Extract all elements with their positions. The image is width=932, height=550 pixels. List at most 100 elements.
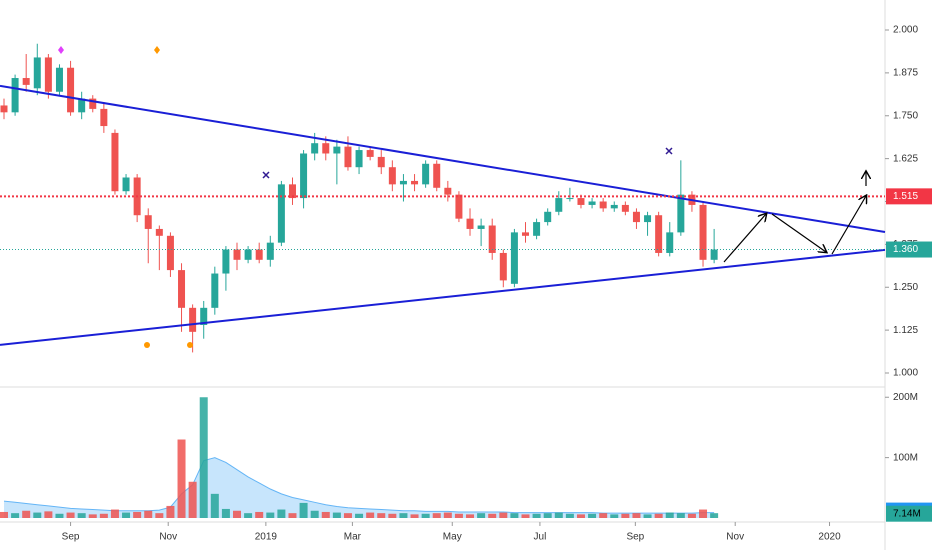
- candle-body: [399, 180, 407, 185]
- candle-body: [710, 249, 718, 260]
- volume-bar: [210, 493, 219, 518]
- volume-bar: [99, 513, 108, 518]
- volume-bar: [88, 514, 97, 518]
- volume-bar: [388, 513, 397, 518]
- candle-body: [122, 177, 130, 192]
- candle-body: [44, 57, 52, 92]
- candle-body: [677, 194, 685, 233]
- volume-bar: [332, 512, 341, 518]
- candle-body: [100, 108, 108, 127]
- y-tick-label: 100M: [893, 452, 918, 463]
- volume-bar: [355, 513, 364, 518]
- volume-bar: [166, 505, 175, 518]
- volume-bar: [643, 514, 652, 518]
- candle-body: [422, 163, 430, 185]
- candle-body: [366, 150, 374, 157]
- price-label: 1.360: [893, 244, 918, 255]
- candle-body: [222, 249, 230, 274]
- candle-body: [644, 215, 652, 223]
- y-tick-label: 200M: [893, 392, 918, 403]
- volume-bar: [255, 511, 264, 518]
- candle-body: [521, 232, 529, 236]
- volume-bar: [277, 509, 286, 518]
- candle-body: [433, 163, 441, 188]
- candle-body: [555, 198, 563, 212]
- candle-body: [322, 143, 330, 154]
- candle-body: [699, 204, 707, 260]
- candle-body: [632, 211, 640, 223]
- volume-bar: [55, 513, 64, 518]
- candle-body: [577, 198, 585, 205]
- candle-body: [621, 204, 629, 212]
- volume-bar: [321, 511, 330, 518]
- trendline: [0, 248, 886, 346]
- signal: [154, 46, 160, 54]
- volume-bar: [399, 513, 408, 518]
- candle-body: [55, 67, 63, 92]
- x-tick-label: Nov: [726, 532, 744, 543]
- candle-body: [599, 201, 607, 209]
- y-tick-label: 1.125: [893, 325, 918, 336]
- arrow: [771, 213, 826, 252]
- x-tick-label: Sep: [626, 532, 644, 543]
- volume-bar: [133, 511, 142, 518]
- price-label-box: [886, 188, 932, 205]
- volume-bar: [221, 508, 230, 518]
- candle-body: [488, 225, 496, 253]
- candle-body: [178, 270, 186, 308]
- candle-body: [655, 215, 663, 253]
- volume-bar: [599, 513, 608, 518]
- arrow: [831, 196, 866, 255]
- arrows: [723, 172, 866, 263]
- volume-ma-area: [3, 457, 715, 518]
- volume-bar: [310, 510, 319, 518]
- volume-bar: [366, 512, 375, 518]
- volume-bar: [621, 513, 630, 518]
- volume-bar: [110, 509, 119, 518]
- volume-bar: [155, 513, 164, 518]
- candle-body: [455, 194, 463, 219]
- volume-bar: [454, 513, 463, 518]
- volume-bar: [554, 512, 563, 518]
- volume-bar: [477, 513, 486, 518]
- volume-bar: [144, 510, 153, 518]
- y-tick-label: 1.625: [893, 153, 918, 164]
- volume-ma-line: [3, 457, 715, 514]
- volume-bar: [33, 512, 42, 518]
- signal: [262, 147, 673, 179]
- volume-bar: [244, 513, 253, 518]
- volume-bar: [421, 513, 430, 518]
- volume-bar: [588, 513, 597, 518]
- volume-bar: [532, 513, 541, 518]
- x-tick-label: Nov: [159, 532, 177, 543]
- volume-bar: [299, 502, 308, 518]
- y-tick-label: 2.000: [893, 25, 918, 36]
- y-tick-label: 1.750: [893, 110, 918, 121]
- volume-bar: [665, 512, 674, 518]
- volume-bar: [266, 512, 275, 518]
- candle-body: [566, 198, 574, 200]
- candle-body: [355, 150, 363, 168]
- candle-body: [233, 249, 241, 260]
- volume-bar: [44, 511, 53, 518]
- candle-body: [211, 273, 219, 308]
- candle-body: [22, 78, 30, 85]
- signals: [58, 46, 673, 348]
- volume-bar: [188, 481, 197, 518]
- candle-body: [78, 98, 86, 113]
- candle-body: [300, 153, 308, 199]
- candle-body: [510, 232, 518, 284]
- candle-body: [189, 307, 197, 332]
- candle-body: [344, 146, 352, 168]
- candle-body: [388, 167, 396, 185]
- volume-bar: [233, 510, 242, 518]
- volume-bar: [510, 513, 519, 518]
- candle-body: [311, 143, 319, 154]
- x-tick-label: 2019: [255, 532, 278, 543]
- candle-body: [333, 146, 341, 154]
- volume-bar: [610, 514, 619, 518]
- candle-body: [666, 232, 674, 253]
- candle-body: [610, 204, 618, 209]
- x-tick-label: Mar: [344, 532, 362, 543]
- x-tick-label: Sep: [62, 532, 80, 543]
